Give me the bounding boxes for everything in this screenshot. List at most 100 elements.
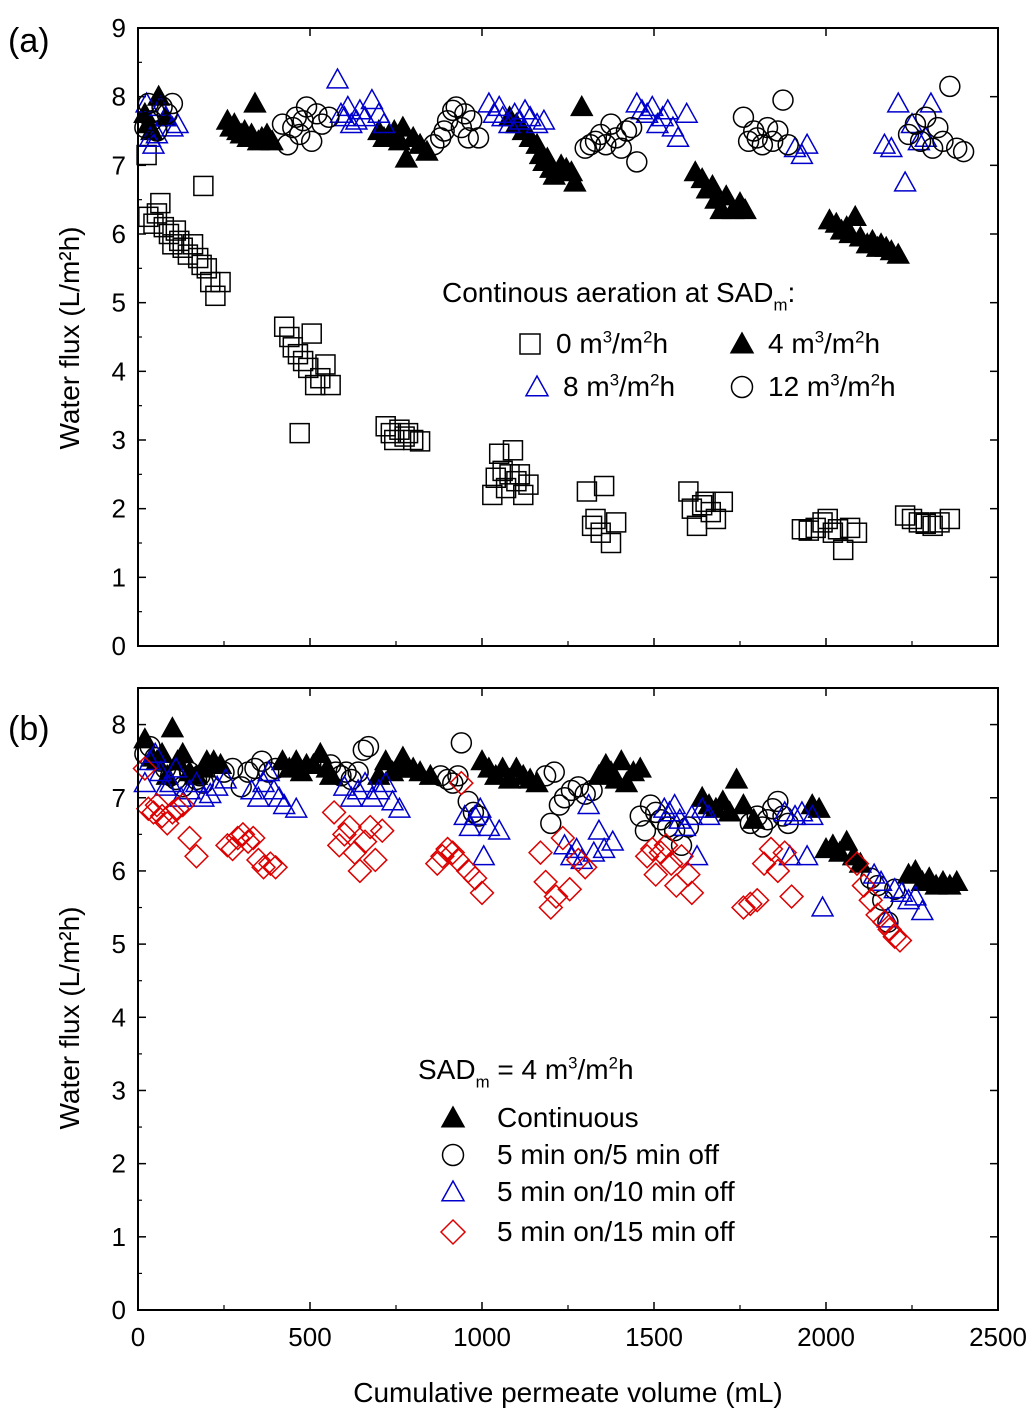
data-point xyxy=(372,112,396,134)
data-point xyxy=(160,716,185,738)
data-point xyxy=(273,316,295,337)
data-point xyxy=(610,137,633,159)
data-point xyxy=(927,116,949,139)
data-point xyxy=(335,761,357,783)
data-point xyxy=(765,858,791,884)
data-point xyxy=(373,771,398,793)
data-point xyxy=(487,94,511,117)
data-point xyxy=(369,818,395,844)
data-point xyxy=(394,426,415,447)
data-point xyxy=(581,515,603,537)
y-tick-label: 8 xyxy=(112,710,126,740)
data-point xyxy=(832,539,854,561)
data-point xyxy=(380,422,402,444)
data-point xyxy=(177,778,202,800)
data-point xyxy=(143,213,164,234)
data-point xyxy=(330,765,352,787)
data-point xyxy=(894,505,916,526)
data-point xyxy=(605,512,627,533)
data-point xyxy=(532,108,556,130)
data-point xyxy=(778,844,802,866)
data-point xyxy=(353,771,377,793)
y-tick-label: 7 xyxy=(112,150,126,180)
data-point xyxy=(548,794,571,816)
data-point xyxy=(458,815,482,837)
legend-label: 5 min on/15 min off xyxy=(497,1216,735,1247)
data-point xyxy=(468,796,493,818)
data-point xyxy=(272,793,296,815)
data-point xyxy=(442,772,464,794)
y-axis-label-a: Water flux (L/m²h) xyxy=(54,227,85,450)
legend-label: Continuous xyxy=(497,1102,639,1133)
data-point xyxy=(897,123,920,146)
data-point xyxy=(488,443,510,464)
data-point xyxy=(298,357,319,379)
data-point xyxy=(445,96,467,118)
data-point xyxy=(492,460,513,482)
legend-marker xyxy=(519,333,541,355)
data-point xyxy=(287,343,309,365)
plot-frame-b xyxy=(137,687,999,1311)
data-point xyxy=(457,127,479,149)
data-point xyxy=(572,854,598,880)
data-point xyxy=(508,108,532,130)
data-point xyxy=(652,796,677,818)
data-point xyxy=(908,512,930,533)
data-point xyxy=(154,810,180,836)
data-point xyxy=(513,484,534,506)
data-point xyxy=(158,223,180,245)
data-point xyxy=(198,782,222,804)
data-point xyxy=(170,741,195,763)
data-point xyxy=(367,778,391,800)
legend-label: 5 min on/5 min off xyxy=(497,1139,719,1170)
data-point xyxy=(634,843,660,869)
data-point xyxy=(257,851,283,877)
panel-b: (b) Water flux (L/m²h) 0 1 2 3 4 5 6 7 8 0 500 1000… xyxy=(8,687,1027,1408)
data-point xyxy=(557,876,583,902)
data-point xyxy=(907,129,931,151)
data-point xyxy=(695,491,716,513)
data-point xyxy=(182,234,204,255)
data-point xyxy=(471,844,496,866)
data-point xyxy=(311,113,333,135)
data-point xyxy=(436,768,459,791)
data-point xyxy=(433,120,455,142)
data-point xyxy=(756,116,779,139)
data-point xyxy=(628,756,652,778)
legend-marker xyxy=(440,1105,466,1128)
data-point xyxy=(846,522,868,543)
data-point xyxy=(712,491,734,513)
data-point xyxy=(685,844,709,866)
data-point xyxy=(733,197,757,220)
data-point xyxy=(482,484,503,506)
data-point xyxy=(141,109,163,132)
data-point xyxy=(295,96,318,118)
data-point xyxy=(886,91,910,113)
data-point xyxy=(691,494,713,516)
data-point xyxy=(650,808,672,831)
data-point xyxy=(929,512,950,533)
data-point xyxy=(844,851,870,877)
data-point xyxy=(625,91,649,113)
data-point xyxy=(662,793,687,815)
data-point xyxy=(153,774,178,796)
data-point xyxy=(502,101,527,123)
data-point xyxy=(903,884,928,906)
data-point xyxy=(663,873,689,899)
data-point xyxy=(135,796,161,822)
data-point xyxy=(576,481,598,502)
data-point xyxy=(851,873,877,899)
data-point xyxy=(639,836,665,862)
data-point xyxy=(160,115,185,137)
data-point xyxy=(643,862,669,888)
data-point xyxy=(184,843,209,869)
data-point xyxy=(235,829,261,855)
data-point xyxy=(463,804,487,826)
data-point xyxy=(321,799,347,825)
data-point xyxy=(150,192,171,214)
data-point xyxy=(790,800,814,822)
marks-layer-b xyxy=(132,716,969,953)
data-point xyxy=(574,137,596,159)
data-point xyxy=(156,103,178,125)
data-point xyxy=(751,816,774,838)
